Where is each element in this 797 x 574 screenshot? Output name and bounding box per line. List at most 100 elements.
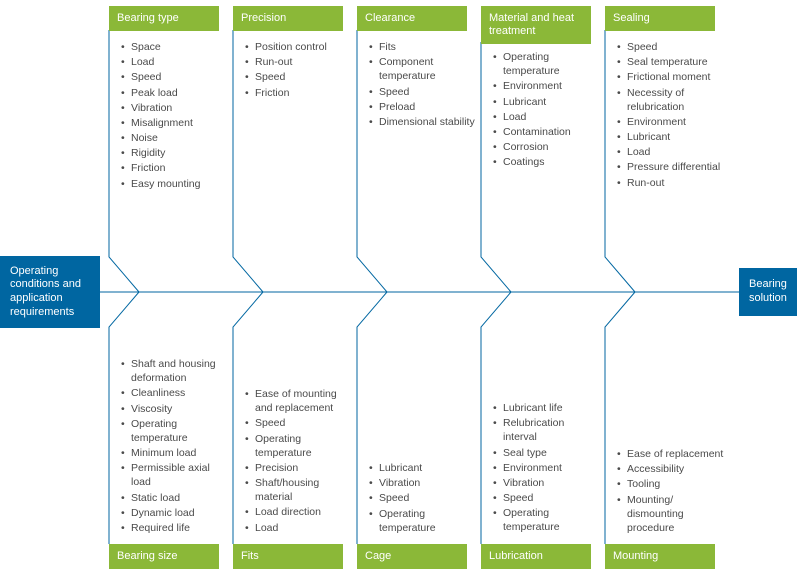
list-item: Speed [245,70,353,84]
list-item: Ease of mounting and replacement [245,387,353,415]
list-item: Ease of replacement [617,447,725,461]
output-block: Bearing solution [739,268,797,316]
list-item: Fits [369,40,477,54]
top-category-list: SpeedSeal temperatureFrictional moment Ne… [615,40,725,191]
top-category-header: Precision [233,6,343,31]
category-title: Bearing type [117,12,179,25]
list-item: Run-out [245,55,353,69]
list-item: Component temperature [369,55,477,83]
list-item: Speed [369,85,477,99]
list-item: Dimensional stability [369,115,477,129]
list-item: Speed [245,416,353,430]
list-item: Cleanliness [121,386,229,400]
list-item: Frictional moment [617,70,725,84]
list-item: Precision [245,461,353,475]
list-item: Seal temperature [617,55,725,69]
list-item: Seal type [493,446,601,460]
bottom-category-list: LubricantVibrationSpeed Operating tempera… [367,461,477,536]
list-item: Environment [493,461,601,475]
list-item: Noise [121,131,229,145]
category-title: Sealing [613,12,650,25]
list-item: Static load [121,491,229,505]
list-item: Easy mounting [121,177,229,191]
bottom-category-list: Lubricant lifeRelubrication interval Seal… [491,401,601,536]
list-item: Speed [493,491,601,505]
bottom-category-header: Mounting [605,544,715,569]
output-block-label: Bearing solution [749,278,787,306]
top-category-header: Clearance [357,6,467,31]
list-item: Mounting/ dismounting procedure [617,493,725,536]
fishbone-diagram: Operating conditions and application req… [0,0,797,574]
list-item: Permissible axial load [121,461,229,489]
list-item: Lubricant [493,95,601,109]
list-item: Operating temperature [121,417,229,445]
list-item: Corrosion [493,140,601,154]
category-title: Precision [241,12,286,25]
top-category-list: Operating temperatureEnvironment Lubrican… [491,50,601,170]
list-item: Load [245,521,353,535]
list-item: Vibration [369,476,477,490]
list-item: Speed [369,491,477,505]
bottom-category-list: Ease of mounting and replacementSpeed Ope… [243,387,353,536]
list-item: Vibration [121,101,229,115]
list-item: Load [121,55,229,69]
list-item: Misalignment [121,116,229,130]
input-block: Operating conditions and application req… [0,256,100,328]
category-title: Mounting [613,550,658,563]
top-category-list: SpaceLoadSpeed Peak loadVibrationMisalign… [119,40,229,192]
list-item: Preload [369,100,477,114]
list-item: Friction [121,161,229,175]
list-item: Load [617,145,725,159]
top-category-header: Material and heat treatment [481,6,591,44]
category-title: Fits [241,550,259,563]
list-item: Peak load [121,86,229,100]
list-item: Required life [121,521,229,535]
list-item: Environment [493,79,601,93]
bottom-category-list: Shaft and housing deformationCleanliness… [119,357,229,536]
list-item: Operating temperature [369,507,477,535]
top-category-list: FitsComponent temperature SpeedPreloadDim… [367,40,477,130]
category-title: Cage [365,550,391,563]
bottom-category-header: Lubrication [481,544,591,569]
list-item: Run-out [617,176,725,190]
list-item: Necessity of relubrication [617,86,725,114]
top-category-header: Bearing type [109,6,219,31]
list-item: Tooling [617,477,725,491]
list-item: Friction [245,86,353,100]
list-item: Viscosity [121,402,229,416]
list-item: Speed [617,40,725,54]
list-item: Position control [245,40,353,54]
list-item: Shaft/housing material [245,476,353,504]
list-item: Operating temperature [245,432,353,460]
list-item: Accessibility [617,462,725,476]
bottom-category-header: Fits [233,544,343,569]
category-title: Bearing size [117,550,178,563]
category-title: Clearance [365,12,415,25]
list-item: Minimum load [121,446,229,460]
list-item: Operating temperature [493,50,601,78]
list-item: Speed [121,70,229,84]
list-item: Vibration [493,476,601,490]
list-item: Lubricant [617,130,725,144]
list-item: Load direction [245,505,353,519]
bottom-category-header: Bearing size [109,544,219,569]
top-category-header: Sealing [605,6,715,31]
list-item: Lubricant life [493,401,601,415]
list-item: Shaft and housing deformation [121,357,229,385]
list-item: Relubrication interval [493,416,601,444]
list-item: Rigidity [121,146,229,160]
list-item: Pressure differential [617,160,725,174]
list-item: Environment [617,115,725,129]
list-item: Contamination [493,125,601,139]
bottom-category-header: Cage [357,544,467,569]
list-item: Dynamic load [121,506,229,520]
category-title: Material and heat treatment [489,12,583,38]
top-category-list: Position controlRun-outSpeed Friction [243,40,353,101]
list-item: Coatings [493,155,601,169]
input-block-label: Operating conditions and application req… [10,265,90,320]
bottom-category-list: Ease of replacementAccessibilityTooling M… [615,447,725,536]
list-item: Space [121,40,229,54]
category-title: Lubrication [489,550,543,563]
list-item: Operating temperature [493,506,601,534]
list-item: Lubricant [369,461,477,475]
